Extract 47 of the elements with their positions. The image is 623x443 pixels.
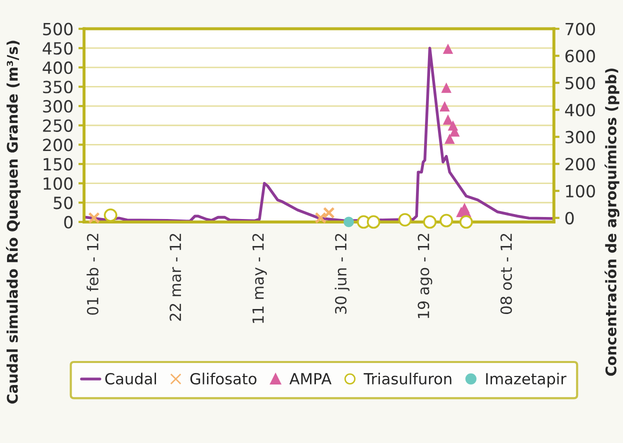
- x-tick-label: 01 feb - 12: [86, 234, 98, 315]
- point: [104, 208, 118, 222]
- y-tick-label: 450: [42, 42, 73, 55]
- point: [423, 215, 437, 229]
- legend-label: Imazetapir: [486, 372, 566, 388]
- x-tick-label: 11 may - 12: [252, 234, 267, 323]
- point: [441, 82, 452, 93]
- x-tick-label: 30 jun - 12: [334, 234, 350, 314]
- y2-tick-label: 500: [566, 76, 595, 90]
- y-tick-label: 500: [43, 22, 73, 36]
- point: [88, 212, 100, 224]
- point: [398, 213, 412, 226]
- x-tick-label: 08 oct - 12: [500, 234, 512, 314]
- legend-label: AMPA: [289, 373, 332, 384]
- point: [344, 216, 354, 228]
- x-tick-label: 22 mar - 12: [170, 234, 182, 321]
- point: [366, 215, 380, 229]
- y2-tick-label: 0: [565, 212, 574, 224]
- legend-label: Triasulfuron: [364, 372, 452, 385]
- y-tick-label: 400: [42, 61, 73, 74]
- y2-tick-label: 600: [565, 50, 595, 62]
- y-tick-label: 350: [43, 80, 73, 94]
- y-tick-label: 300: [43, 100, 73, 113]
- point: [322, 206, 335, 219]
- point: [440, 214, 454, 228]
- point: [440, 101, 450, 112]
- y-tick-label: 250: [43, 119, 73, 132]
- y-tick-label: 0: [64, 216, 73, 229]
- point: [444, 134, 455, 144]
- y2-tick-label: 100: [566, 184, 595, 198]
- y2-axis-title: Concentración de agroquímicos (ppb): [604, 68, 620, 376]
- legend-label: Caudal: [105, 372, 156, 385]
- y2-tick-label: 200: [565, 158, 595, 170]
- y-tick-label: 100: [44, 177, 73, 190]
- y-axis-title: Caudal simulado Río Quequen Grande (m³/s): [6, 40, 21, 404]
- y-tick-label: 200: [43, 138, 73, 152]
- point: [314, 212, 327, 224]
- point: [459, 215, 473, 229]
- y2-tick-label: 700: [566, 22, 595, 36]
- point: [442, 114, 454, 125]
- x-tick-label: 19 ago - 12: [418, 234, 432, 318]
- y2-tick-label: 400: [565, 104, 595, 116]
- point: [442, 44, 454, 54]
- y-tick-label: 150: [44, 158, 73, 171]
- legend-label: Glifosato: [190, 372, 256, 385]
- y-tick-label: 50: [54, 196, 73, 210]
- y2-tick-label: 300: [566, 130, 595, 144]
